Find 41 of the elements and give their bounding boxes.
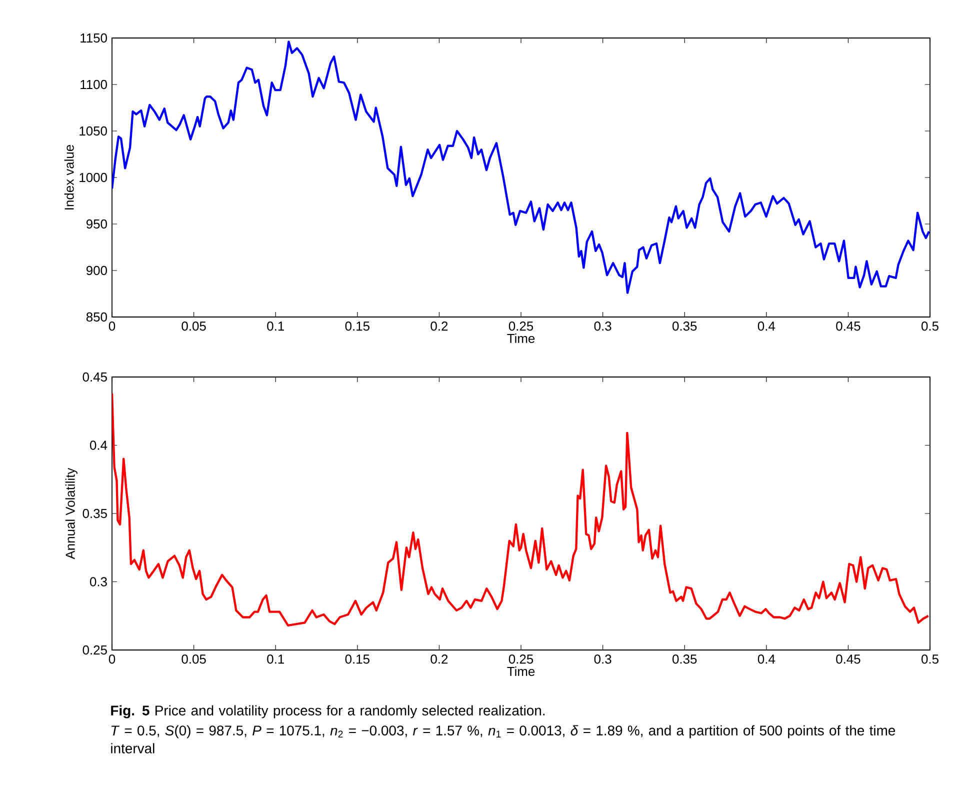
y-tick-label: 0.25: [82, 645, 107, 655]
x-tick-label: 0.05: [182, 322, 206, 331]
y-tick-label: 1050: [80, 126, 107, 136]
y-tick-label: 1000: [80, 172, 107, 182]
y-tick-label: 0.4: [90, 440, 108, 450]
y-tick-label: 0.45: [82, 372, 107, 382]
y-tick-label: 0.3: [90, 577, 107, 586]
x-tick-label: 0.3: [594, 654, 612, 664]
x-tick-label: 0: [108, 654, 116, 664]
x-tick-label: 0.1: [267, 322, 284, 331]
x-tick-label: 0.25: [508, 654, 534, 664]
x-tick-label: 0.05: [182, 654, 206, 664]
x-axis-title: Time: [507, 334, 535, 344]
y-tick-label: 850: [86, 312, 107, 322]
x-tick-label: 0: [108, 322, 116, 331]
line-series: [112, 40, 930, 294]
x-tick-label: 0.3: [594, 322, 612, 331]
x-tick-label: 0.2: [430, 322, 448, 331]
x-tick-label: 0.15: [345, 654, 370, 664]
text: Fig. 5 Price and volatility process for a randomly selected realization.: [111, 705, 545, 718]
y-tick-label: 0.35: [82, 508, 107, 518]
y-tick-label: 1150: [80, 33, 107, 43]
x-tick-label: 0.45: [836, 654, 860, 664]
y-tick-label: 950: [86, 219, 107, 229]
x-tick-label: 0.5: [922, 322, 938, 331]
x-tick-label: 0.4: [758, 322, 776, 331]
x-tick-label: 0.5: [922, 654, 938, 664]
y-tick-label: 900: [86, 266, 107, 276]
text: T = 0.5, S(0) = 987.5, P = 1075.1, n$_{2}$ = −0.003, r = 1.57 %, n$_{1}$ = 0.0013, δ = 1.89 %, and a partition of 500 points of the time interval: [111, 725, 896, 754]
x-tick-label: 0.4: [758, 654, 776, 664]
y-tick-label: 1100: [80, 80, 107, 90]
x-tick-label: 0.35: [672, 654, 697, 664]
x-tick-label: 0.45: [836, 322, 860, 331]
y-axis-title: Index value: [64, 144, 74, 210]
x-tick-label: 0.2: [430, 654, 448, 664]
x-tick-label: 0.15: [345, 322, 370, 331]
x-tick-label: 0.25: [508, 322, 534, 331]
x-tick-label: 0.35: [672, 322, 697, 331]
y-axis-title: Annual Volatility: [65, 468, 78, 560]
x-axis-title: Time: [507, 666, 535, 676]
x-tick-label: 0.1: [267, 654, 284, 664]
